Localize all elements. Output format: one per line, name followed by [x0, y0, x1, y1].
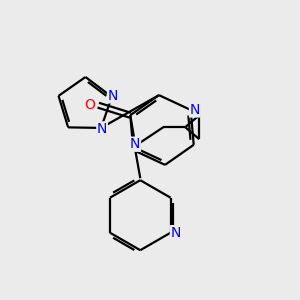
Text: N: N — [97, 122, 107, 136]
Text: N: N — [170, 226, 181, 240]
Text: N: N — [190, 103, 200, 117]
Text: N: N — [108, 89, 118, 103]
Text: N: N — [130, 137, 140, 151]
Text: O: O — [84, 98, 95, 112]
